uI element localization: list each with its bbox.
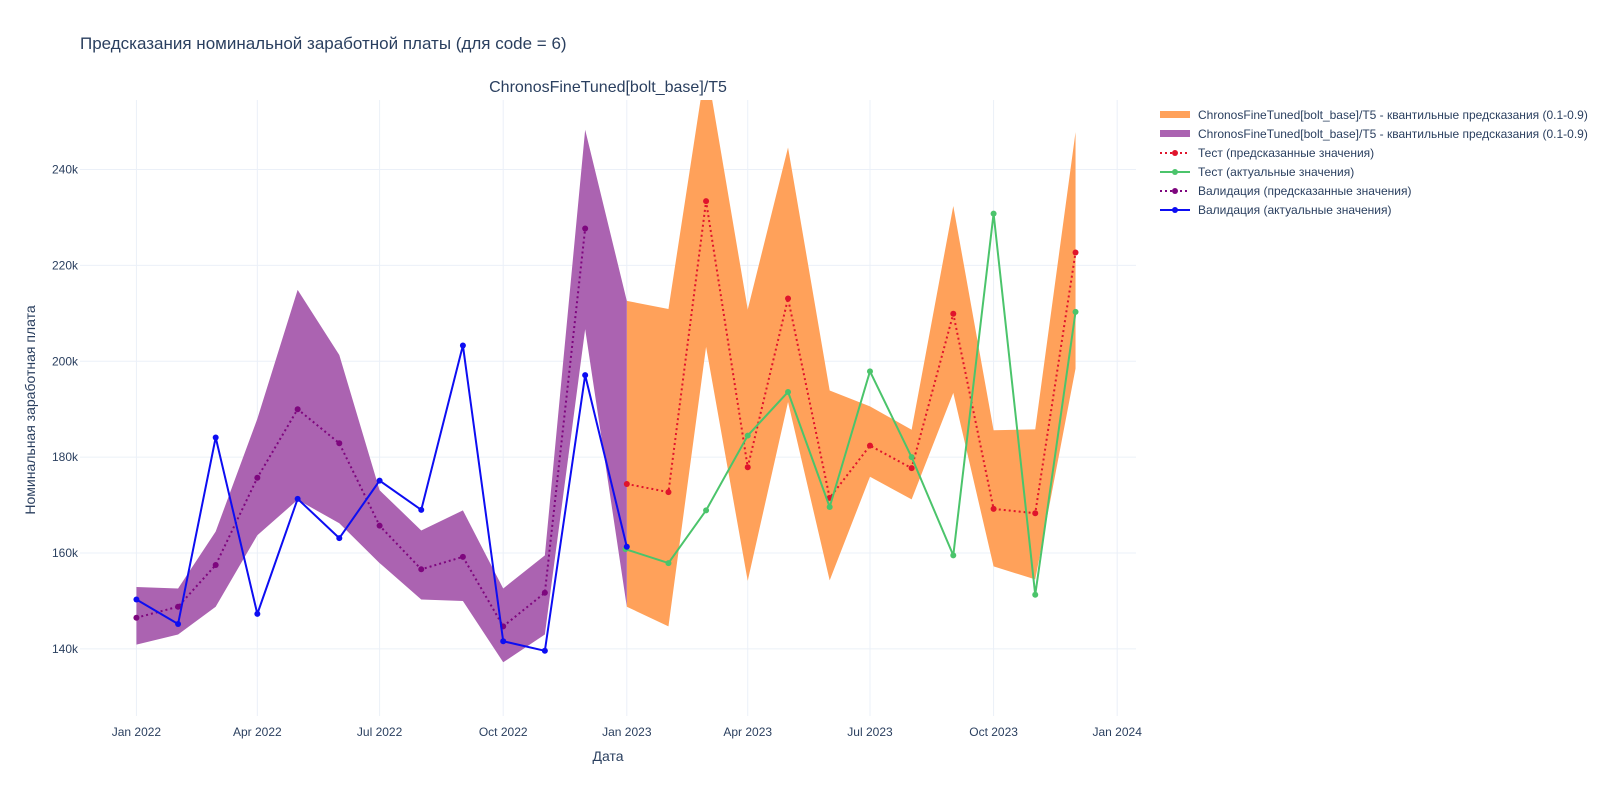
validation-actual-point xyxy=(336,535,343,542)
validation-actual-point xyxy=(376,477,383,484)
test-actual-point xyxy=(785,388,792,395)
x-tick-label: Apr 2023 xyxy=(723,725,772,739)
x-tick-label: Jul 2023 xyxy=(847,725,893,739)
test-actual-point xyxy=(826,503,833,510)
x-tick-label: Jan 2024 xyxy=(1092,725,1142,739)
validation-actual-point xyxy=(582,372,589,379)
test-quantile-band xyxy=(626,100,1076,627)
y-tick-label: 180k xyxy=(52,450,79,464)
validation-actual-point xyxy=(541,647,548,654)
chart-title: Предсказания номинальной заработной плат… xyxy=(80,34,567,53)
test-actual-point xyxy=(1072,308,1079,315)
test-predicted-point xyxy=(866,442,873,449)
y-tick-label: 200k xyxy=(52,354,79,368)
y-tick-label: 240k xyxy=(52,163,79,177)
legend-label-validation-predicted: Валидация (предсказанные значения) xyxy=(1198,183,1412,198)
validation-predicted-point xyxy=(418,566,425,573)
test-actual-point xyxy=(950,552,957,559)
legend-swatch-test-actual xyxy=(1160,168,1190,175)
tick-layer: Jan 2022 Apr 2022 Jul 2022 Oct 2022 Jan 2023… xyxy=(52,163,1142,739)
test-actual-point xyxy=(744,432,751,439)
test-predicted-point xyxy=(623,480,630,487)
test-actual-point xyxy=(866,368,873,375)
legend-item-test-band[interactable]: ChronosFineTuned[bolt_base]/T5 - квантил… xyxy=(1160,105,1588,124)
test-predicted-point xyxy=(665,489,672,496)
legend-item-validation-predicted[interactable]: Валидация (предсказанные значения) xyxy=(1160,181,1588,200)
validation-actual-point xyxy=(133,596,140,603)
validation-predicted-point xyxy=(336,440,343,447)
validation-predicted-point xyxy=(376,522,383,529)
legend-label-validation-band: ChronosFineTuned[bolt_base]/T5 - квантил… xyxy=(1198,126,1588,141)
legend-swatch-validation-actual xyxy=(1160,206,1190,213)
validation-predicted-point xyxy=(212,561,219,568)
legend-swatch-test-band xyxy=(1160,110,1190,118)
test-actual-point xyxy=(990,210,997,217)
test-predicted-point xyxy=(990,505,997,512)
legend: ChronosFineTuned[bolt_base]/T5 - квантил… xyxy=(1160,105,1588,219)
validation-quantile-band xyxy=(136,129,627,663)
legend-item-test-predicted[interactable]: Тест (предсказанные значения) xyxy=(1160,143,1588,162)
validation-actual-point xyxy=(459,342,466,349)
test-predicted-point xyxy=(1072,249,1079,256)
validation-actual-point xyxy=(294,495,301,502)
legend-swatch-validation-predicted xyxy=(1160,187,1190,194)
validation-predicted-point xyxy=(582,225,589,232)
test-predicted-point xyxy=(744,464,751,471)
band-layer xyxy=(136,100,1076,663)
test-actual-point xyxy=(703,507,710,514)
x-tick-label: Jan 2023 xyxy=(602,725,652,739)
test-actual-point xyxy=(1032,591,1039,598)
y-tick-label: 140k xyxy=(52,642,79,656)
legend-label-test-actual: Тест (актуальные значения) xyxy=(1198,164,1355,179)
validation-predicted-point xyxy=(541,589,548,596)
validation-predicted-line xyxy=(136,228,587,628)
legend-swatch-test-predicted xyxy=(1160,149,1190,156)
test-actual-line xyxy=(625,212,1077,596)
validation-predicted-point xyxy=(254,474,261,481)
x-tick-label: Jul 2022 xyxy=(357,725,403,739)
x-tick-label: Apr 2022 xyxy=(233,725,282,739)
validation-predicted-point xyxy=(459,553,466,560)
y-tick-label: 220k xyxy=(52,258,79,272)
validation-predicted-point xyxy=(294,406,301,413)
validation-actual-point xyxy=(212,434,219,441)
validation-actual-point xyxy=(418,506,425,513)
legend-label-validation-actual: Валидация (актуальные значения) xyxy=(1198,202,1392,217)
legend-label-test-predicted: Тест (предсказанные значения) xyxy=(1198,145,1375,160)
x-tick-label: Oct 2023 xyxy=(969,725,1018,739)
test-predicted-point xyxy=(950,310,957,317)
legend-item-validation-actual[interactable]: Валидация (актуальные значения) xyxy=(1160,200,1588,219)
test-predicted-line xyxy=(626,200,1077,515)
test-predicted-point xyxy=(908,465,915,472)
validation-actual-point xyxy=(254,610,261,617)
legend-item-validation-band[interactable]: ChronosFineTuned[bolt_base]/T5 - квантил… xyxy=(1160,124,1588,143)
validation-actual-point xyxy=(623,543,630,550)
series-layer xyxy=(133,198,1079,654)
x-tick-label: Jan 2022 xyxy=(112,725,162,739)
validation-predicted-point xyxy=(133,614,140,621)
test-predicted-point xyxy=(1032,510,1039,517)
validation-actual-point xyxy=(175,620,182,627)
x-tick-label: Oct 2022 xyxy=(479,725,528,739)
legend-item-test-actual[interactable]: Тест (актуальные значения) xyxy=(1160,162,1588,181)
legend-label-test-band: ChronosFineTuned[bolt_base]/T5 - квантил… xyxy=(1198,107,1588,122)
test-actual-point xyxy=(908,454,915,461)
y-axis-title: Номинальная заработная плата xyxy=(22,305,38,515)
validation-predicted-point xyxy=(175,603,182,610)
legend-swatch-validation-band xyxy=(1160,129,1190,137)
y-tick-label: 160k xyxy=(52,546,79,560)
subplot-title: ChronosFineTuned[bolt_base]/T5 xyxy=(489,79,727,96)
test-predicted-point xyxy=(703,198,710,205)
test-actual-point xyxy=(665,560,672,567)
validation-actual-point xyxy=(500,638,507,645)
x-axis-title: Дата xyxy=(592,748,624,764)
test-predicted-point xyxy=(785,295,792,302)
